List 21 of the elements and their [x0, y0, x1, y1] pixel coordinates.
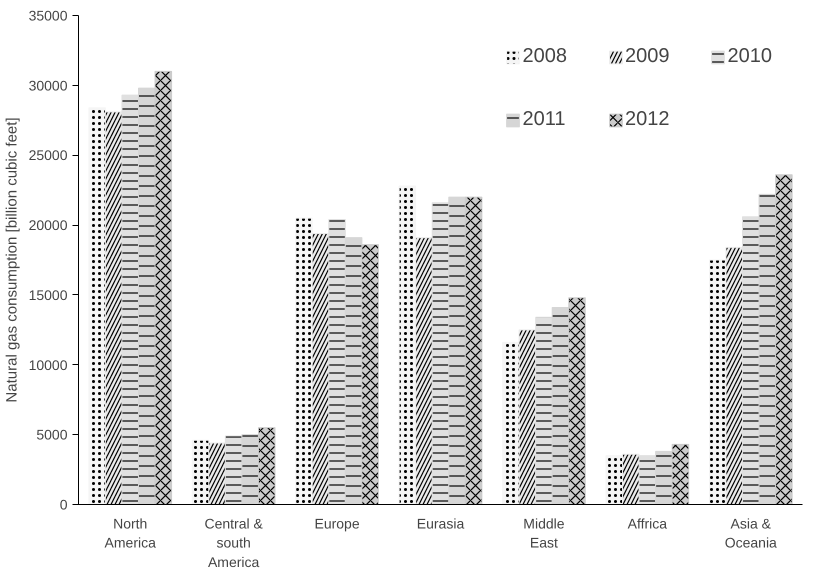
y-tick-label: 30000 — [28, 77, 68, 94]
legend-label: 2012 — [625, 108, 670, 131]
x-tick-label: Eurasia — [416, 516, 464, 532]
x-tick-label: Affrica — [628, 516, 668, 532]
y-tick-label: 20000 — [28, 217, 68, 234]
legend-label: 2011 — [522, 108, 566, 131]
y-tick-label: 35000 — [28, 8, 68, 24]
x-tick-label: North America — [104, 516, 156, 551]
y-tick-label: 10000 — [28, 356, 68, 373]
y-axis-title: Natural gas consumption [billion cubic feet] — [4, 117, 21, 403]
x-tick-label: Central & south America — [204, 516, 264, 570]
x-tick-label: Middle East — [523, 516, 565, 551]
legend-label: 2009 — [625, 45, 670, 68]
y-tick-label: 25000 — [28, 147, 68, 164]
y-tick-label: 0 — [60, 496, 68, 512]
x-tick-label: Europe — [314, 516, 360, 532]
y-tick-label: 15000 — [28, 286, 68, 303]
legend-label: 2008 — [522, 45, 567, 68]
x-tick-label: Asia & Oceania — [724, 516, 778, 551]
y-tick-label: 5000 — [36, 426, 68, 443]
legend-label: 2010 — [728, 45, 772, 68]
